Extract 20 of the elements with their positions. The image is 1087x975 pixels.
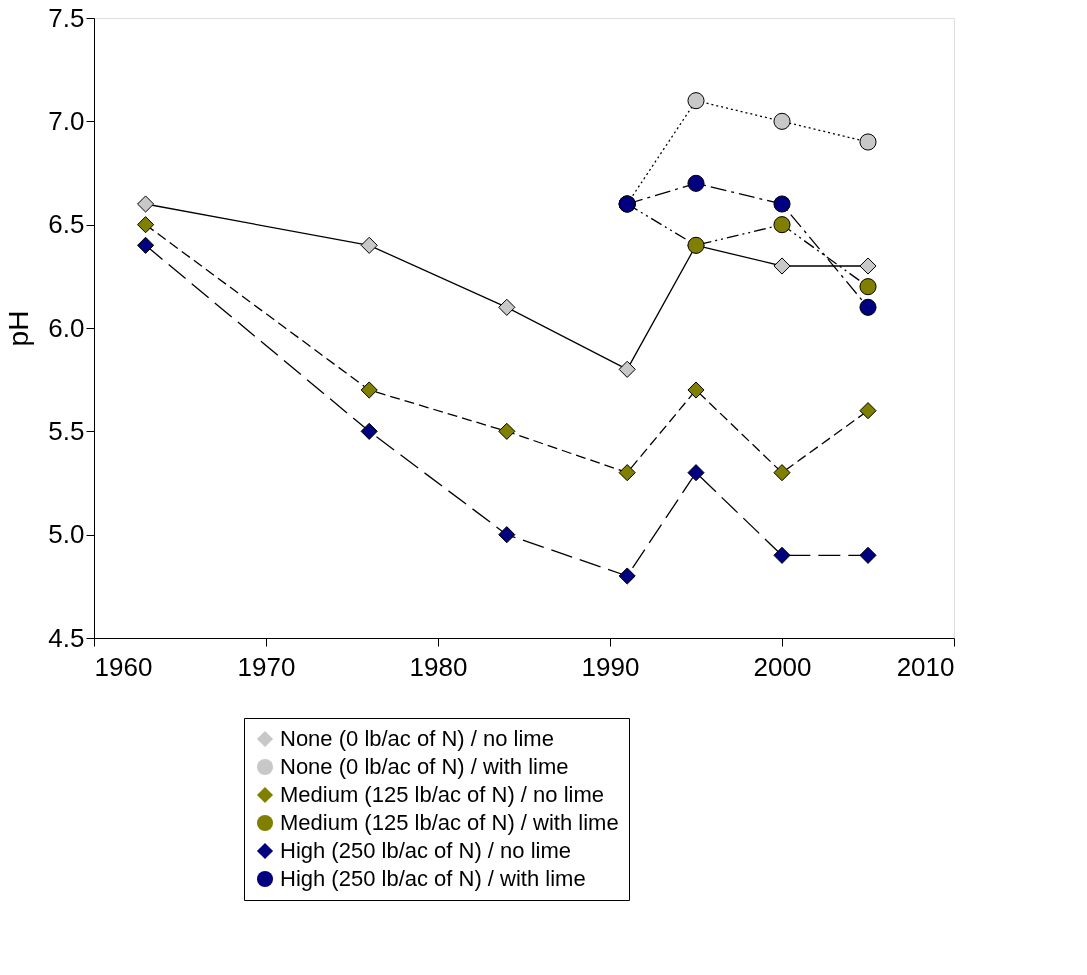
y-tick-label: 5.5 bbox=[48, 415, 85, 446]
y-tick-label: 5.0 bbox=[48, 519, 85, 550]
legend-label: Medium (125 lb/ac of N) / with lime bbox=[280, 810, 619, 835]
y-tick-label: 7.5 bbox=[48, 2, 85, 33]
legend-label: None (0 lb/ac of N) / with lime bbox=[280, 754, 569, 779]
y-tick-label: 6.5 bbox=[48, 209, 85, 240]
y-axis-title: pH bbox=[3, 310, 35, 347]
x-tick-label: 1970 bbox=[237, 651, 296, 682]
x-tick-label: 1960 bbox=[94, 651, 153, 682]
y-tick-label: 4.5 bbox=[48, 622, 85, 653]
x-tick-label: 2000 bbox=[753, 651, 812, 682]
x-tick-label: 1980 bbox=[409, 651, 468, 682]
y-tick-label: 7.0 bbox=[48, 105, 85, 136]
y-tick-label: 6.0 bbox=[48, 312, 85, 343]
legend-label: High (250 lb/ac of N) / no lime bbox=[280, 838, 572, 863]
legend-label: Medium (125 lb/ac of N) / no lime bbox=[280, 782, 605, 807]
x-tick-label: 2010 bbox=[896, 651, 955, 682]
legend-label: None (0 lb/ac of N) / no lime bbox=[280, 726, 554, 751]
legend-label: High (250 lb/ac of N) / with lime bbox=[280, 866, 586, 891]
x-tick-label: 1990 bbox=[581, 651, 640, 682]
